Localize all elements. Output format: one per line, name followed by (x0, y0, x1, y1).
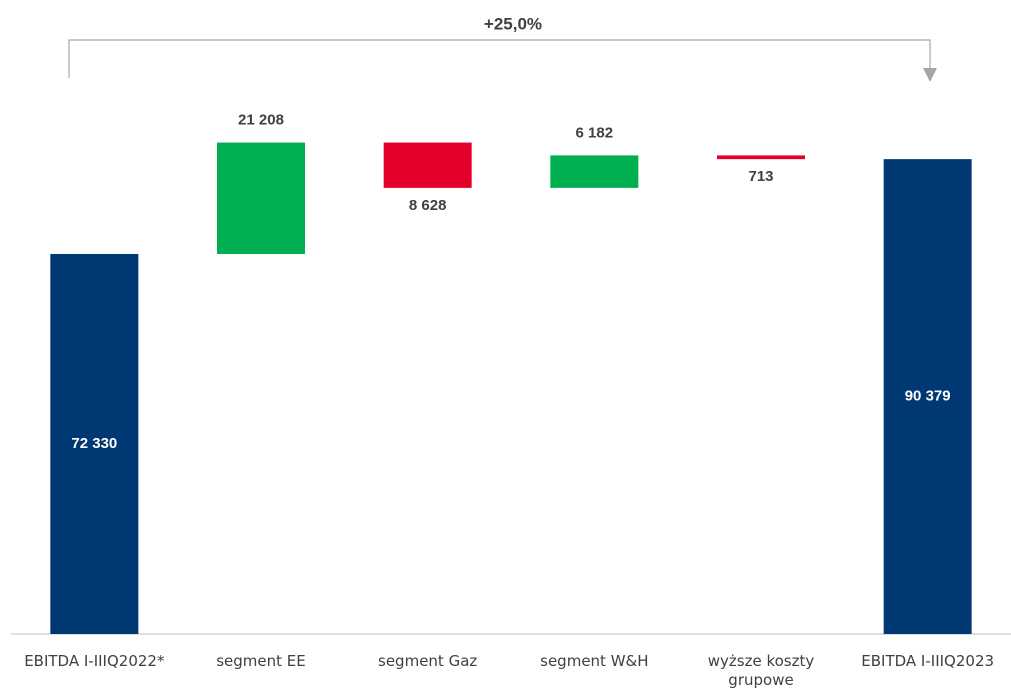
annotation: +25,0% (484, 14, 542, 33)
bar (217, 142, 305, 254)
x-tick-label: segment Gaz (378, 652, 478, 670)
arrow (923, 68, 937, 82)
x-tick-label: EBITDA I-IIIQ2022* (24, 652, 165, 670)
x-tick-label: segment W&H (540, 652, 649, 670)
data-label: 90 379 (905, 388, 951, 405)
bar (883, 159, 972, 634)
data-label: 6 182 (576, 124, 614, 141)
bar (550, 155, 639, 188)
bracket (68, 39, 931, 78)
bar (383, 142, 472, 188)
bar (50, 253, 139, 634)
data-label: 21 208 (238, 112, 284, 129)
data-label: 72 330 (71, 435, 117, 452)
x-tick-label: segment EE (216, 652, 306, 670)
data-label: 8 628 (409, 197, 447, 214)
x-tick-label: EBITDA I-IIIQ2023 (861, 652, 995, 670)
bar (717, 155, 805, 160)
data-label: 713 (748, 168, 773, 185)
x-tick-label: wyższe koszty grupowe (707, 652, 815, 689)
